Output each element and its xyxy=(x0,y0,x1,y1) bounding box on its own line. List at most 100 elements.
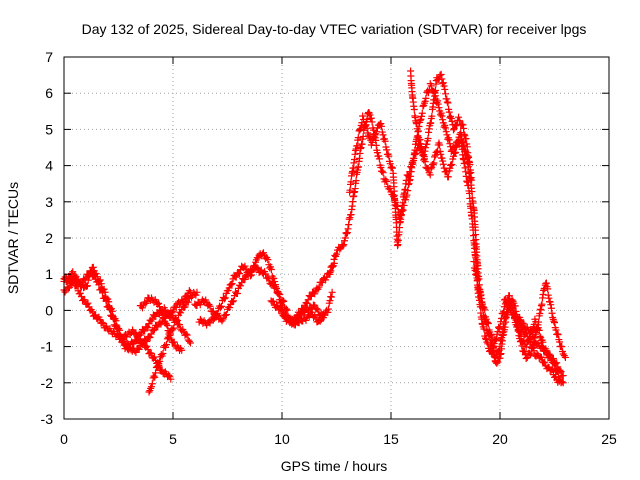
data-point xyxy=(439,79,447,87)
data-point xyxy=(108,307,116,315)
x-tick-label: 25 xyxy=(601,431,617,447)
data-point xyxy=(494,328,502,336)
data-track xyxy=(500,295,567,380)
data-point xyxy=(343,230,351,238)
data-point xyxy=(140,338,148,346)
data-point xyxy=(423,140,431,148)
data-point xyxy=(264,256,272,264)
data-point xyxy=(421,158,429,166)
data-point xyxy=(251,261,259,269)
data-point xyxy=(445,136,453,144)
data-point xyxy=(437,70,445,78)
data-point xyxy=(422,144,430,152)
data-point xyxy=(494,358,502,366)
data-point xyxy=(146,334,154,342)
data-point xyxy=(493,359,501,367)
data-point xyxy=(148,380,156,388)
data-point xyxy=(378,122,386,130)
data-point xyxy=(132,348,140,356)
data-point xyxy=(83,282,91,290)
data-point xyxy=(347,211,355,219)
data-point xyxy=(528,343,536,351)
data-point xyxy=(446,140,454,148)
data-point xyxy=(167,330,175,338)
data-point xyxy=(311,312,319,320)
data-point xyxy=(93,273,101,281)
data-point xyxy=(512,310,520,318)
data-point xyxy=(169,308,177,316)
data-track xyxy=(267,297,327,327)
data-point xyxy=(516,338,524,346)
data-point xyxy=(159,311,167,319)
data-point xyxy=(439,116,447,124)
data-point xyxy=(447,161,455,169)
data-point xyxy=(221,311,229,319)
data-point xyxy=(354,134,362,142)
data-point xyxy=(425,86,433,94)
data-point xyxy=(339,242,347,250)
data-point xyxy=(180,304,188,312)
data-point xyxy=(436,141,444,149)
data-point xyxy=(328,288,336,296)
data-point xyxy=(382,176,390,184)
data-point xyxy=(383,146,391,154)
y-tick-label: 1 xyxy=(45,266,53,282)
data-point xyxy=(472,271,480,279)
data-point xyxy=(409,160,417,168)
data-point xyxy=(329,262,337,270)
data-point xyxy=(367,114,375,122)
data-point xyxy=(326,270,334,278)
data-point xyxy=(327,267,335,275)
data-point xyxy=(233,289,241,297)
data-point xyxy=(381,137,389,145)
grid xyxy=(64,57,609,419)
data-point xyxy=(345,215,353,223)
data-point xyxy=(229,298,237,306)
data-point xyxy=(519,319,527,327)
data-point xyxy=(183,331,191,339)
data-point xyxy=(442,90,449,98)
data-point xyxy=(410,105,418,113)
data-point xyxy=(246,272,254,280)
x-axis-label: GPS time / hours xyxy=(281,458,388,474)
data-point xyxy=(368,118,376,126)
data-point xyxy=(456,117,464,125)
data-point xyxy=(476,288,484,296)
data-point xyxy=(267,266,275,274)
data-point xyxy=(442,128,450,136)
data-point xyxy=(293,317,301,325)
data-point xyxy=(319,314,327,322)
data-point xyxy=(147,383,155,391)
data-track xyxy=(346,70,476,250)
data-point xyxy=(513,322,521,330)
y-tick-label: 4 xyxy=(45,158,53,174)
data-point xyxy=(509,306,517,314)
data-point xyxy=(452,122,460,130)
data-track xyxy=(195,249,336,329)
data-point xyxy=(418,143,426,151)
data-point xyxy=(345,221,353,229)
data-point xyxy=(280,311,288,319)
x-tick-label: 15 xyxy=(383,431,399,447)
data-point xyxy=(364,131,372,139)
data-point xyxy=(116,326,124,334)
data-point xyxy=(533,325,541,333)
data-point xyxy=(535,318,543,326)
data-point xyxy=(530,333,538,341)
data-point xyxy=(420,151,428,159)
data-point xyxy=(470,258,478,266)
data-point xyxy=(418,109,426,117)
data-point xyxy=(435,104,443,112)
data-point xyxy=(405,172,413,180)
data-point xyxy=(341,234,349,242)
data-point xyxy=(502,318,510,326)
data-point xyxy=(462,135,470,143)
data-point xyxy=(452,149,460,157)
data-point xyxy=(559,372,567,380)
data-point xyxy=(247,271,255,279)
data-point xyxy=(443,95,451,103)
data-point xyxy=(481,306,489,314)
data-point xyxy=(157,350,165,358)
data-point xyxy=(112,317,120,325)
